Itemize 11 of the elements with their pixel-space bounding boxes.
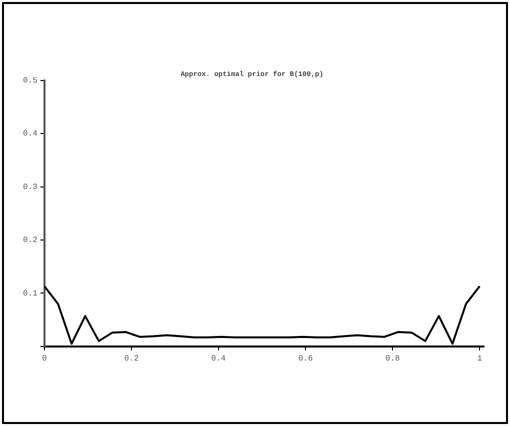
x-tick-label: 0.2 [124,354,139,364]
x-tick-label: 0.4 [211,354,226,364]
y-tick-label: 0.5 [22,76,38,86]
x-tick-label: 1 [477,354,482,364]
x-tick-label: 0.8 [385,354,400,364]
y-tick-label: 0.3 [22,182,38,192]
y-tick-label: 0.2 [22,236,38,246]
x-tick-label: 0 [42,354,47,364]
y-tick-label: 0.1 [22,289,38,298]
x-tick-label: 0.6 [298,354,313,364]
y-tick-label: 0.4 [22,130,38,139]
